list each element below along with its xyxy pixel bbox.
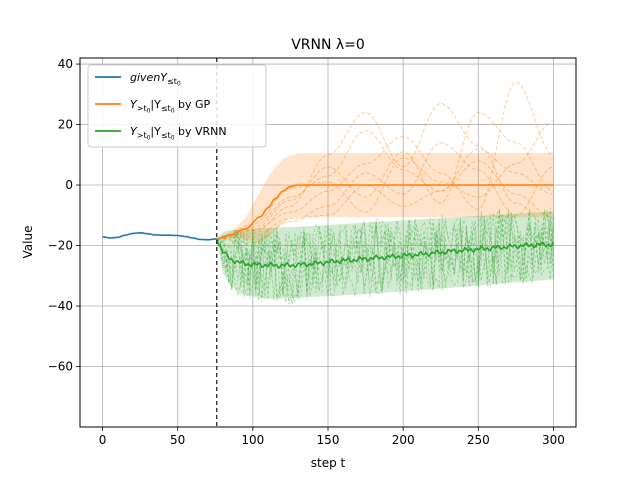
gp-confidence-band (216, 153, 554, 243)
vrnn-confidence-band (216, 211, 554, 299)
y-tick-label: 0 (65, 178, 73, 192)
y-tick-label: 40 (58, 57, 73, 71)
y-tick-label: −60 (48, 360, 73, 374)
gp-sample-line (216, 121, 554, 240)
gp-sample-line (216, 102, 554, 240)
vrnn-sample-line (216, 210, 554, 300)
gp-sample-line (216, 160, 554, 240)
y-tick-label: 20 (58, 118, 73, 132)
x-tick-label: 150 (317, 433, 340, 447)
x-tick-label: 100 (241, 433, 264, 447)
plot-frame (79, 57, 577, 428)
y-tick-label: −40 (48, 299, 73, 313)
legend: givenY≤t0 Y>t0|Y≤t0 by GP Y>t0|Y≤t0 by VRN… (87, 64, 267, 148)
legend-entry: Y>t0|Y≤t0 by GP (130, 98, 211, 115)
legend-box (87, 64, 267, 148)
vrnn-mean-line (216, 238, 555, 269)
x-tick-label: 250 (467, 433, 490, 447)
x-tick-label: 50 (170, 433, 185, 447)
gp-mean-line (216, 184, 554, 240)
x-tick-label: 0 (99, 433, 107, 447)
gp-sample-line (216, 142, 554, 244)
vrnn-sample-line (216, 210, 554, 305)
vrnn-sample-line (216, 207, 554, 304)
y-tick-label: −20 (48, 239, 73, 253)
x-tick-label: 300 (542, 433, 565, 447)
chart-title: VRNN λ=0 (291, 37, 365, 53)
ticks: 0 50 100 150 200 250 300 −60 −40 −20 0 20 40 (48, 57, 565, 447)
confidence-bands (216, 153, 554, 299)
legend-entry: givenY≤t0 (130, 71, 181, 88)
gp-sample-line (216, 81, 554, 240)
vrnn-sample-line (216, 209, 554, 305)
series-lines (102, 58, 555, 427)
x-axis-label: step t (311, 456, 346, 470)
sample-trajectories (216, 81, 554, 305)
given-series-line (102, 231, 217, 241)
gp-sample-line (216, 130, 554, 240)
y-axis-label: Value (21, 226, 35, 259)
gp-sample-line (216, 111, 554, 240)
x-tick-label: 200 (392, 433, 415, 447)
vrnn-sample-line (216, 208, 554, 302)
vrnn-sample-line (216, 209, 554, 300)
vrnn-sample-line (216, 210, 554, 304)
legend-entry: Y>t0|Y≤t0 by VRNN (130, 125, 227, 142)
